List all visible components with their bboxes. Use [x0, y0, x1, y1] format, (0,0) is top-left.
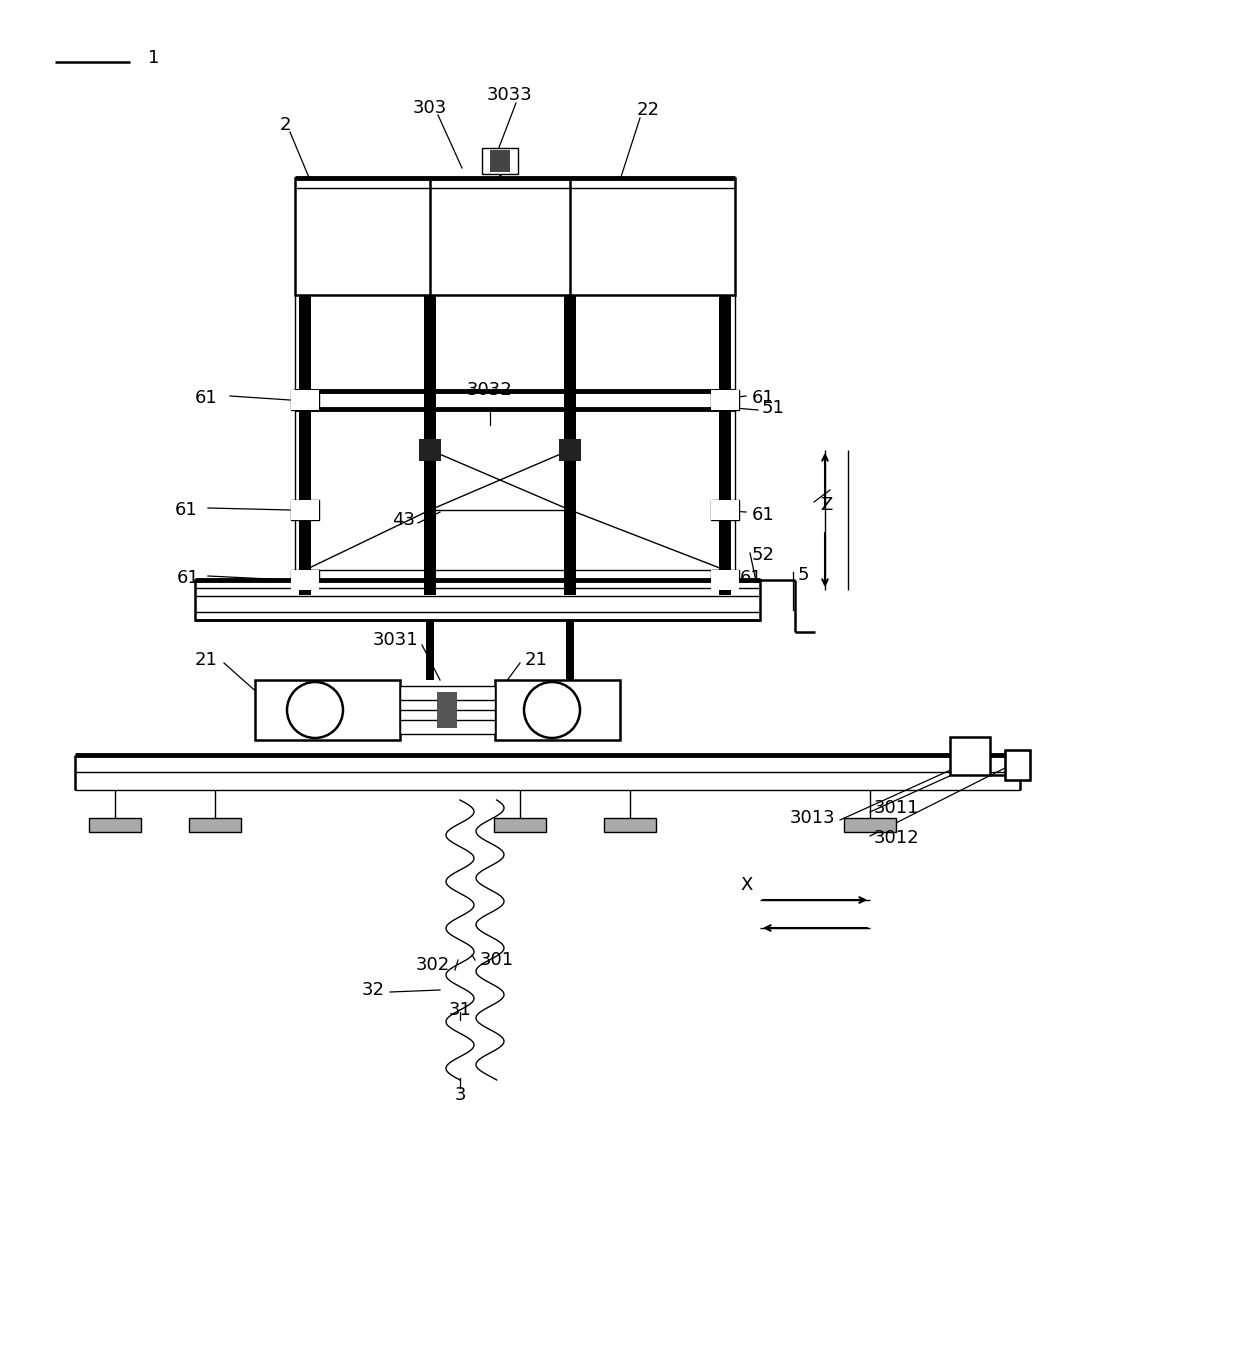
- Bar: [711, 570, 739, 590]
- Text: 302: 302: [415, 956, 450, 974]
- Text: 61: 61: [751, 506, 775, 524]
- Text: 32: 32: [362, 981, 384, 999]
- Text: 61: 61: [740, 568, 763, 587]
- Text: 61: 61: [751, 389, 775, 407]
- Bar: [718, 575, 732, 585]
- Text: X: X: [740, 876, 753, 894]
- Bar: [718, 395, 732, 405]
- Bar: [711, 391, 739, 409]
- Bar: [401, 686, 495, 734]
- Bar: [291, 500, 319, 520]
- Bar: [298, 505, 312, 515]
- Bar: [436, 692, 458, 727]
- Bar: [89, 818, 141, 832]
- Bar: [298, 395, 312, 405]
- Bar: [195, 581, 760, 620]
- Bar: [1004, 750, 1030, 780]
- Text: 303: 303: [413, 98, 448, 117]
- Bar: [427, 620, 434, 680]
- Text: 3013: 3013: [790, 810, 835, 827]
- Bar: [482, 148, 518, 174]
- Bar: [718, 395, 732, 405]
- Text: 3032: 3032: [467, 381, 513, 399]
- Bar: [565, 620, 574, 680]
- Text: 301: 301: [480, 951, 515, 968]
- Bar: [298, 505, 312, 515]
- Bar: [844, 818, 897, 832]
- Text: 22: 22: [636, 101, 660, 119]
- Bar: [298, 575, 312, 585]
- Bar: [559, 439, 582, 461]
- Bar: [718, 505, 732, 515]
- Bar: [711, 391, 739, 409]
- Bar: [299, 295, 311, 595]
- Bar: [950, 737, 990, 775]
- Text: Z: Z: [820, 496, 832, 515]
- Text: 52: 52: [751, 546, 775, 564]
- Text: 3: 3: [454, 1086, 466, 1105]
- Text: 21: 21: [195, 651, 218, 669]
- Text: 3033: 3033: [487, 86, 533, 104]
- Bar: [564, 295, 577, 595]
- Text: 3011: 3011: [874, 799, 920, 818]
- Text: 61: 61: [195, 389, 218, 407]
- Bar: [298, 575, 312, 585]
- Text: 5: 5: [799, 566, 810, 585]
- Bar: [298, 395, 312, 405]
- Text: 2: 2: [279, 116, 290, 133]
- Bar: [291, 391, 319, 409]
- Bar: [291, 500, 319, 520]
- Bar: [495, 680, 620, 740]
- Bar: [711, 570, 739, 590]
- Bar: [291, 391, 319, 409]
- Bar: [419, 439, 441, 461]
- Text: 61: 61: [175, 501, 198, 519]
- Bar: [718, 575, 732, 585]
- Bar: [711, 500, 739, 520]
- Text: 3031: 3031: [372, 630, 418, 649]
- Text: 51: 51: [763, 399, 785, 418]
- Bar: [188, 818, 241, 832]
- Bar: [291, 570, 319, 590]
- Bar: [424, 295, 436, 595]
- Bar: [494, 818, 546, 832]
- Bar: [295, 391, 735, 409]
- Bar: [255, 680, 401, 740]
- Text: 31: 31: [449, 1001, 471, 1018]
- Bar: [719, 295, 732, 595]
- Text: 1: 1: [148, 48, 160, 67]
- Text: 21: 21: [525, 651, 548, 669]
- Bar: [604, 818, 656, 832]
- Bar: [1004, 750, 1030, 780]
- Bar: [718, 505, 732, 515]
- Text: 61: 61: [177, 568, 200, 587]
- Text: 43: 43: [392, 511, 415, 529]
- Bar: [291, 570, 319, 590]
- Bar: [295, 178, 735, 295]
- Bar: [490, 150, 510, 172]
- Text: 3012: 3012: [874, 828, 920, 847]
- Bar: [711, 500, 739, 520]
